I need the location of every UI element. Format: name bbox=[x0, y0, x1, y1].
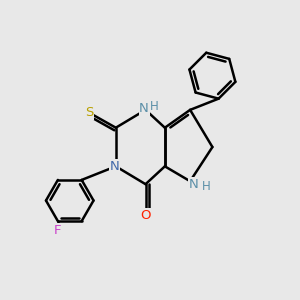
Text: N: N bbox=[110, 160, 119, 173]
Text: N: N bbox=[139, 102, 149, 115]
Text: F: F bbox=[54, 224, 62, 236]
Text: H: H bbox=[202, 180, 211, 193]
Text: H: H bbox=[150, 100, 159, 113]
Text: O: O bbox=[140, 209, 151, 222]
Text: S: S bbox=[85, 106, 93, 119]
Text: N: N bbox=[189, 178, 199, 191]
